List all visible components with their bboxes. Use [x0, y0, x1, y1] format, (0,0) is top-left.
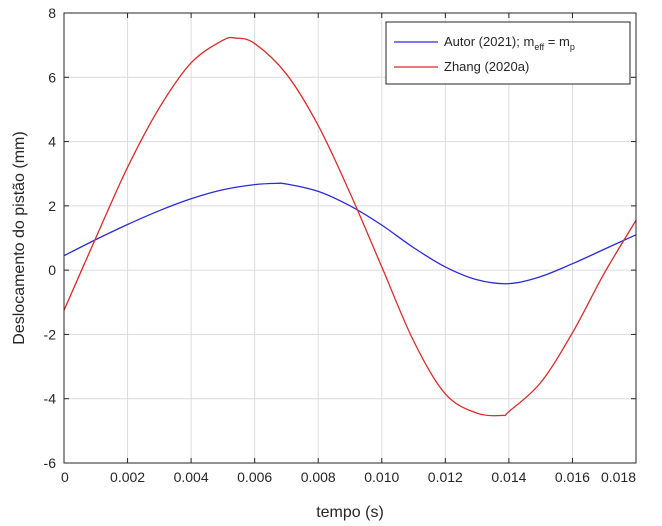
x-tick-label: 0.004 — [174, 469, 209, 485]
x-tick-label: 0.008 — [301, 469, 336, 485]
y-tick-label: 4 — [48, 134, 56, 150]
legend-label-zhang: Zhang (2020a) — [444, 59, 529, 74]
x-tick-label: 0.010 — [364, 469, 399, 485]
y-tick-label: 8 — [48, 5, 56, 21]
x-tick-label: 0.012 — [428, 469, 463, 485]
legend: Autor (2021); meff = mp Zhang (2020a) — [385, 21, 631, 85]
series-line-autor — [63, 182, 637, 285]
legend-autor-sub-eff: eff — [534, 42, 544, 52]
plot-area — [64, 13, 636, 463]
x-tick-label: 0.016 — [555, 469, 590, 485]
legend-autor-main: Autor (2021); m — [444, 34, 534, 49]
y-tick-label: -6 — [44, 455, 57, 471]
y-tick-label: 0 — [48, 262, 56, 278]
series-layer — [63, 36, 637, 417]
y-tick-label: -2 — [44, 326, 57, 342]
legend-label-autor: Autor (2021); meff = mp — [444, 34, 575, 52]
y-axis-label: Deslocamento do pistão (mm) — [11, 131, 28, 344]
x-tick-label: 0 — [61, 469, 69, 485]
y-tick-labels: -6 -4 -2 0 2 4 6 8 — [44, 5, 57, 471]
x-tick-label: 0.014 — [491, 469, 526, 485]
x-tick-labels: 0 0.002 0.004 0.006 0.008 0.010 0.012 0.014 0.01… — [61, 469, 636, 485]
x-tick-label: 0.018 — [601, 469, 636, 485]
series-line-zhang — [63, 36, 637, 417]
legend-box — [385, 21, 631, 85]
axis-ticks — [63, 12, 637, 464]
y-tick-label: 6 — [48, 69, 56, 85]
x-tick-label: 0.002 — [110, 469, 145, 485]
y-tick-label: 2 — [48, 198, 56, 214]
legend-autor-sub-p: p — [570, 42, 575, 52]
x-axis-label: tempo (s) — [316, 504, 384, 521]
x-tick-label: 0.006 — [237, 469, 272, 485]
y-tick-label: -4 — [44, 391, 57, 407]
plot-frame — [63, 12, 637, 464]
legend-autor-mid: = m — [544, 34, 570, 49]
